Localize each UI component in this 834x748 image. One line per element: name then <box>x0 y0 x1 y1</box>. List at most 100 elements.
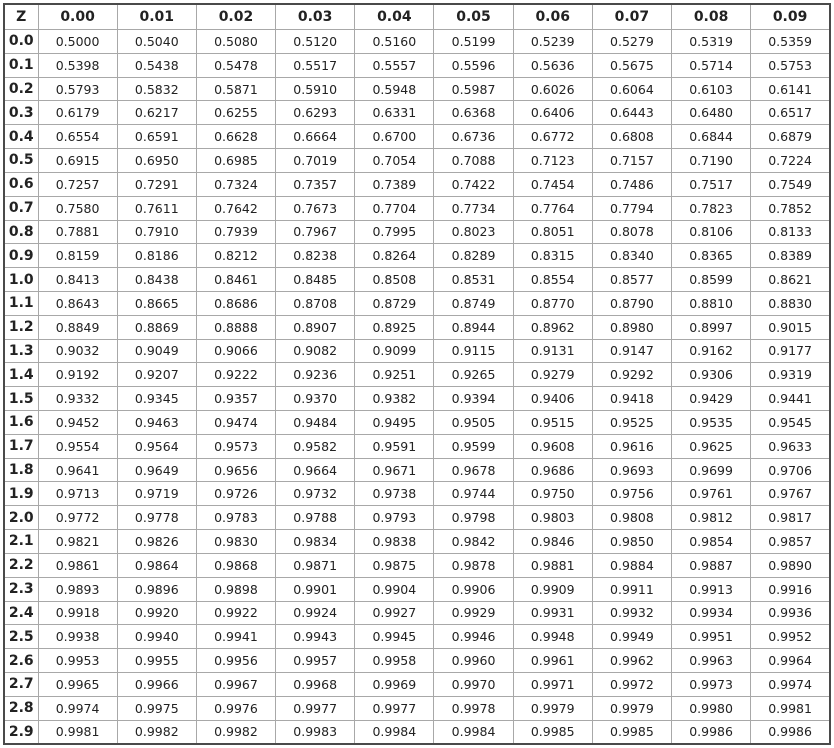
table-row: 2.4 0.9918 0.9920 0.9922 0.9924 0.9927 0.9929 0… <box>3 600 831 626</box>
probability-cell: 0.9963 <box>670 648 752 673</box>
probability-cell: 0.9131 <box>512 338 593 364</box>
probability-cell: 0.6915 <box>37 148 118 173</box>
probability-cell: 0.9984 <box>433 719 514 745</box>
probability-cell: 0.7794 <box>591 195 673 221</box>
z-row-label: 0.9 <box>3 243 39 269</box>
probability-cell: 0.9826 <box>116 529 197 554</box>
probability-cell: 0.9406 <box>512 386 593 411</box>
probability-cell: 0.9713 <box>37 481 118 507</box>
probability-cell: 0.9980 <box>670 695 752 721</box>
probability-cell: 0.9649 <box>116 457 197 483</box>
probability-cell: 0.6480 <box>670 100 752 126</box>
table-body: 0.0 0.5000 0.5040 0.5080 0.5120 0.5160 0.5199 0… <box>3 29 831 745</box>
probability-cell: 0.8770 <box>512 290 593 316</box>
probability-cell: 0.9949 <box>591 624 673 650</box>
probability-cell: 0.5398 <box>37 52 118 78</box>
probability-cell: 0.8159 <box>37 243 118 269</box>
probability-cell: 0.9394 <box>433 386 514 411</box>
table-row: 0.1 0.5398 0.5438 0.5478 0.5517 0.5557 0.5596 0… <box>3 52 831 78</box>
probability-cell: 0.9977 <box>354 695 435 721</box>
probability-cell: 0.9834 <box>275 529 356 554</box>
probability-cell: 0.9941 <box>195 624 277 650</box>
z-row-label: 0.2 <box>3 76 39 102</box>
probability-cell: 0.9985 <box>591 719 673 745</box>
probability-cell: 0.6950 <box>116 148 197 173</box>
probability-cell: 0.7910 <box>116 219 197 245</box>
probability-cell: 0.8461 <box>195 267 277 292</box>
probability-cell: 0.8621 <box>750 267 831 292</box>
table-row: 0.4 0.6554 0.6591 0.6628 0.6664 0.6700 0.6736 0… <box>3 124 831 150</box>
probability-cell: 0.9934 <box>670 600 752 626</box>
probability-cell: 0.6879 <box>750 124 831 150</box>
probability-cell: 0.8078 <box>591 219 673 245</box>
probability-cell: 0.7389 <box>354 171 435 197</box>
probability-cell: 0.9976 <box>195 695 277 721</box>
probability-cell: 0.9306 <box>670 362 752 388</box>
probability-cell: 0.9945 <box>354 624 435 650</box>
probability-cell: 0.8389 <box>750 243 831 269</box>
probability-cell: 0.8849 <box>37 314 118 340</box>
probability-cell: 0.7517 <box>670 171 752 197</box>
z-row-label: 1.4 <box>3 362 39 388</box>
probability-cell: 0.9861 <box>37 552 118 578</box>
table-row: 2.1 0.9821 0.9826 0.9830 0.9834 0.9838 0.9842 0… <box>3 529 831 554</box>
probability-cell: 0.9977 <box>275 695 356 721</box>
probability-cell: 0.9887 <box>670 552 752 578</box>
probability-cell: 0.9875 <box>354 552 435 578</box>
probability-cell: 0.5080 <box>195 29 277 54</box>
header-row: Z 0.00 0.01 0.02 0.03 0.04 0.05 0.06 0.07 0.08 0.0… <box>3 3 831 30</box>
probability-cell: 0.9554 <box>37 433 118 459</box>
probability-cell: 0.9147 <box>591 338 673 364</box>
probability-cell: 0.9913 <box>670 576 752 602</box>
probability-cell: 0.9938 <box>37 624 118 650</box>
probability-cell: 0.9979 <box>512 695 593 721</box>
probability-cell: 0.6985 <box>195 148 277 173</box>
probability-cell: 0.6141 <box>750 76 831 102</box>
z-row-label: 0.1 <box>3 52 39 78</box>
probability-cell: 0.9357 <box>195 386 277 411</box>
column-header: 0.02 <box>195 3 277 30</box>
probability-cell: 0.9969 <box>354 671 435 697</box>
probability-cell: 0.9893 <box>37 576 118 602</box>
probability-cell: 0.8749 <box>433 290 514 316</box>
probability-cell: 0.9898 <box>195 576 277 602</box>
table-row: 1.4 0.9192 0.9207 0.9222 0.9236 0.9251 0.9265 0… <box>3 362 831 388</box>
probability-cell: 0.9916 <box>750 576 831 602</box>
probability-cell: 0.9986 <box>750 719 831 745</box>
z-row-label: 1.3 <box>3 338 39 364</box>
probability-cell: 0.9967 <box>195 671 277 697</box>
probability-cell: 0.9319 <box>750 362 831 388</box>
probability-cell: 0.9803 <box>512 505 593 531</box>
table-row: 1.6 0.9452 0.9463 0.9474 0.9484 0.9495 0.9505 0… <box>3 410 831 435</box>
probability-cell: 0.7673 <box>275 195 356 221</box>
probability-cell: 0.9958 <box>354 648 435 673</box>
probability-cell: 0.9706 <box>750 457 831 483</box>
probability-cell: 0.9924 <box>275 600 356 626</box>
probability-cell: 0.9981 <box>750 695 831 721</box>
probability-cell: 0.6255 <box>195 100 277 126</box>
probability-cell: 0.9965 <box>37 671 118 697</box>
probability-cell: 0.6700 <box>354 124 435 150</box>
z-row-label: 2.1 <box>3 529 39 554</box>
probability-cell: 0.9761 <box>670 481 752 507</box>
table-row: 2.3 0.9893 0.9896 0.9898 0.9901 0.9904 0.9906 0… <box>3 576 831 602</box>
probability-cell: 0.9591 <box>354 433 435 459</box>
z-row-label: 2.6 <box>3 648 39 673</box>
probability-cell: 0.9918 <box>37 600 118 626</box>
probability-cell: 0.8599 <box>670 267 752 292</box>
probability-cell: 0.9032 <box>37 338 118 364</box>
probability-cell: 0.8944 <box>433 314 514 340</box>
probability-cell: 0.6368 <box>433 100 514 126</box>
probability-cell: 0.8997 <box>670 314 752 340</box>
probability-cell: 0.9985 <box>512 719 593 745</box>
table-row: 1.2 0.8849 0.8869 0.8888 0.8907 0.8925 0.8944 0… <box>3 314 831 340</box>
probability-cell: 0.9641 <box>37 457 118 483</box>
column-header: 0.05 <box>433 3 514 30</box>
probability-cell: 0.9946 <box>433 624 514 650</box>
probability-cell: 0.9846 <box>512 529 593 554</box>
probability-cell: 0.9982 <box>116 719 197 745</box>
probability-cell: 0.7019 <box>275 148 356 173</box>
probability-cell: 0.5239 <box>512 29 593 54</box>
probability-cell: 0.8051 <box>512 219 593 245</box>
z-row-label: 2.4 <box>3 600 39 626</box>
